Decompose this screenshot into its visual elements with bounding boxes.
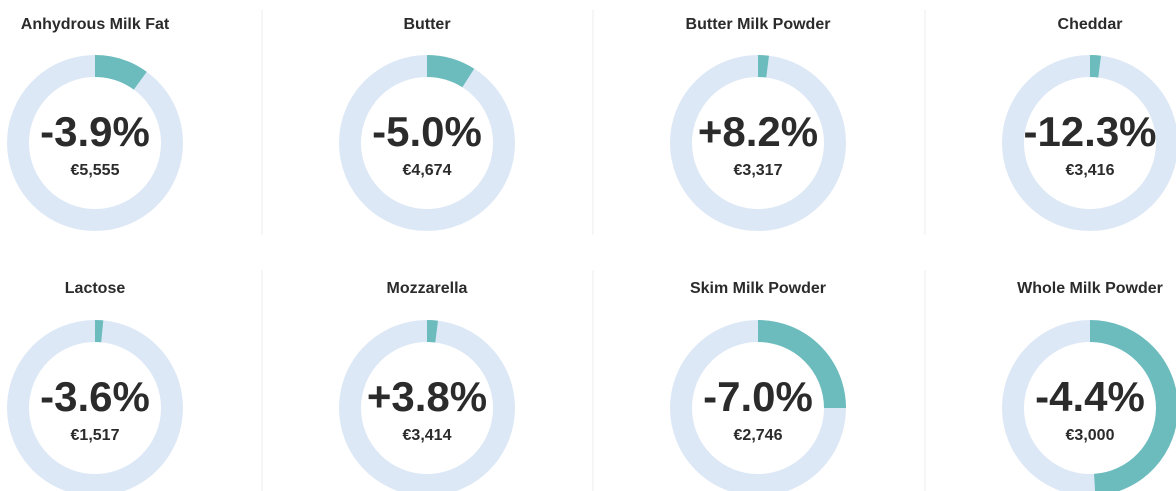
price-change: -7.0% bbox=[703, 373, 813, 420]
price-change: -12.3% bbox=[1023, 108, 1156, 155]
product-title: Butter bbox=[403, 16, 450, 33]
price-change: +3.8% bbox=[367, 373, 487, 420]
price-value: €3,416 bbox=[1066, 162, 1115, 179]
product-title: Skim Milk Powder bbox=[690, 280, 826, 297]
gauge-fill bbox=[339, 320, 515, 491]
gauge-fill bbox=[1002, 55, 1176, 231]
gauge-fill bbox=[339, 55, 515, 231]
price-value: €1,517 bbox=[71, 427, 120, 444]
gauge-fill bbox=[670, 55, 846, 231]
product-title: Lactose bbox=[65, 280, 126, 297]
price-value: €4,674 bbox=[403, 162, 452, 179]
price-value: €5,555 bbox=[71, 162, 120, 179]
price-change: -5.0% bbox=[372, 108, 482, 155]
price-change: +8.2% bbox=[698, 108, 818, 155]
price-value: €2,746 bbox=[734, 427, 783, 444]
gauge-fill bbox=[7, 320, 183, 491]
gauge-fill bbox=[670, 320, 846, 491]
price-value: €3,414 bbox=[403, 427, 452, 444]
product-title: Butter Milk Powder bbox=[686, 16, 831, 33]
price-change: -3.6% bbox=[40, 373, 150, 420]
gauge-fill bbox=[7, 55, 183, 231]
product-title: Cheddar bbox=[1058, 16, 1123, 33]
price-value: €3,000 bbox=[1066, 427, 1115, 444]
price-change: -3.9% bbox=[40, 108, 150, 155]
product-title: Anhydrous Milk Fat bbox=[21, 16, 170, 33]
price-change: -4.4% bbox=[1035, 373, 1145, 420]
product-title: Whole Milk Powder bbox=[1017, 280, 1163, 297]
product-title: Mozzarella bbox=[387, 280, 468, 297]
price-value: €3,317 bbox=[734, 162, 783, 179]
gauge-fill bbox=[1002, 320, 1176, 491]
